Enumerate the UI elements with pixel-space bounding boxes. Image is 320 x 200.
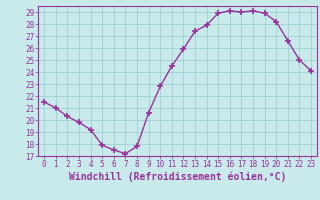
X-axis label: Windchill (Refroidissement éolien,°C): Windchill (Refroidissement éolien,°C)	[69, 172, 286, 182]
